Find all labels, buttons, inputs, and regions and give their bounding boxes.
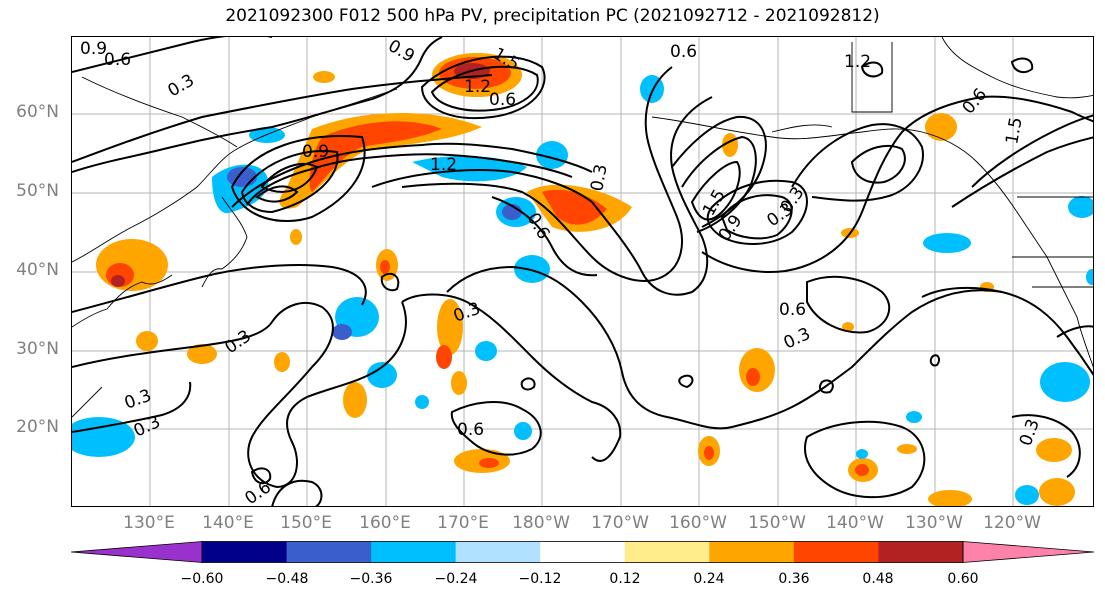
lon-label: 170°E [437, 513, 489, 533]
contour-label: 0.3 [781, 324, 814, 354]
contour-label: 0.3 [122, 386, 154, 414]
contour-label: 1.2 [844, 52, 871, 72]
colorbar-extend-max [963, 541, 1094, 563]
lon-label: 130°E [123, 513, 175, 533]
contour-label: 0.9 [302, 142, 329, 162]
map-panel: 0.9 0.6 0.3 0.9 1.2 0.6 1.5 1.2 0.9 0.6 … [71, 36, 1094, 507]
lon-label: 180°W [512, 513, 570, 533]
coastlines [72, 37, 1093, 418]
lat-label: 50°N [16, 181, 59, 201]
contour-label: 0.3 [165, 70, 198, 101]
colorbar-extend-min [71, 541, 202, 563]
colorbar-tick: −0.12 [518, 571, 562, 587]
contour-label: 0.6 [779, 300, 806, 320]
contour-label: 1.2 [464, 77, 491, 97]
colorbar-tick: −0.48 [265, 571, 309, 587]
map-graphics: 0.9 0.6 0.3 0.9 1.2 0.6 1.5 1.2 0.9 0.6 … [72, 37, 1093, 507]
colorbar-segment [709, 541, 795, 563]
colorbar-segment [202, 541, 288, 563]
lat-label: 20°N [16, 417, 59, 437]
lon-label: 140°W [826, 513, 884, 533]
colorbar-segment [540, 541, 626, 563]
contour-label: 0.3 [587, 163, 611, 193]
colorbar-segment [455, 541, 541, 563]
contour-label: 0.9 [80, 39, 107, 59]
colorbar-tick: 0.36 [778, 571, 810, 587]
lon-label: 160°E [359, 513, 411, 533]
lat-label: 30°N [16, 339, 59, 359]
precip-positive-shading [96, 53, 1075, 506]
colorbar-segment [371, 541, 457, 563]
contour-label: 0.6 [241, 477, 275, 507]
pv-contours [72, 37, 1093, 506]
lon-label: 140°E [202, 513, 254, 533]
contour-label: 0.9 [385, 37, 418, 67]
colorbar-tick: −0.60 [180, 571, 224, 587]
colorbar-segment [624, 541, 710, 563]
contour-label: 0.3 [221, 326, 255, 358]
colorbar-tick: 0.60 [947, 571, 979, 587]
colorbar-segment [878, 541, 964, 563]
colorbar-segment [286, 541, 372, 563]
contour-label: 0.6 [457, 420, 484, 440]
contour-label: 0.6 [959, 85, 992, 119]
contour-label: 1.5 [1002, 116, 1026, 146]
lon-label: 160°W [669, 513, 727, 533]
contour-label: 0.6 [104, 50, 131, 70]
colorbar-tick: 0.48 [862, 571, 894, 587]
colorbar [71, 541, 1094, 563]
colorbar-tick: 0.12 [609, 571, 641, 587]
map-title: 2021092300 F012 500 hPa PV, precipitatio… [225, 6, 880, 26]
colorbar-tick: −0.36 [349, 571, 393, 587]
colorbar-tick: −0.24 [434, 571, 478, 587]
lon-label: 150°W [748, 513, 806, 533]
lon-label: 130°W [905, 513, 963, 533]
precip-negative-shading [72, 75, 1093, 505]
lat-label: 60°N [16, 102, 59, 122]
colorbar-segment [793, 541, 879, 563]
contour-label: 0.6 [489, 90, 516, 110]
colorbar-tick: 0.24 [693, 571, 725, 587]
lon-label: 120°W [983, 513, 1041, 533]
contour-label: 1.2 [430, 155, 457, 175]
lon-label: 170°W [591, 513, 649, 533]
lon-label: 150°E [280, 513, 332, 533]
lat-label: 40°N [16, 260, 59, 280]
contour-label: 0.6 [670, 42, 697, 62]
